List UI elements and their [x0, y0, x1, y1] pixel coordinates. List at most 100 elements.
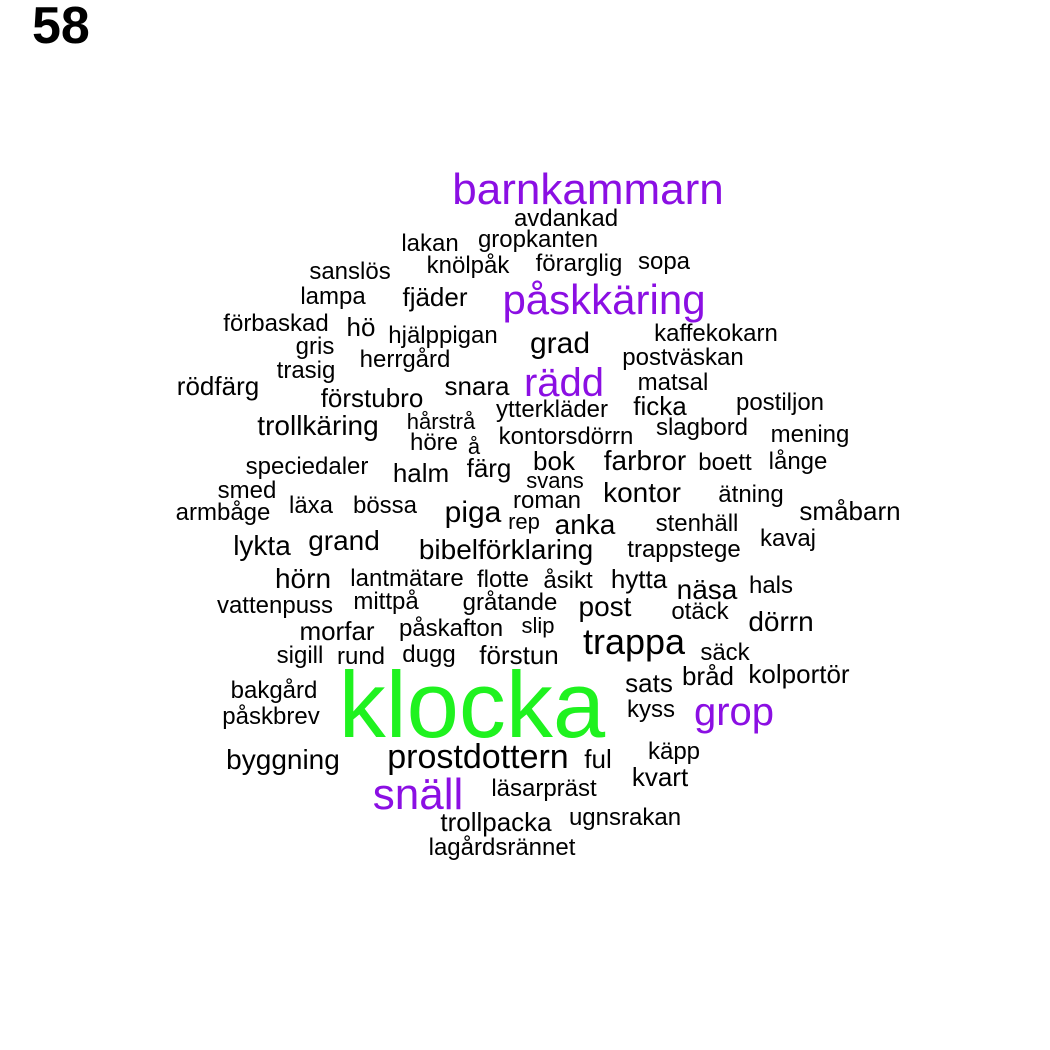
cloud-word: postiljon — [735, 389, 825, 416]
cloud-word: roman — [512, 487, 582, 514]
cloud-word: käpp — [647, 738, 701, 765]
cloud-word: kontor — [603, 477, 681, 508]
cloud-word: läsarpräst — [491, 775, 597, 802]
cloud-word: sanslös — [309, 258, 391, 285]
cloud-word: otäck — [671, 598, 729, 625]
cloud-word: ytterkläder — [495, 396, 609, 423]
cloud-word: påskkäring — [502, 276, 706, 323]
cloud-word: grad — [529, 327, 591, 360]
cloud-word: snäll — [372, 770, 464, 819]
cloud-word: morfar — [299, 616, 375, 646]
cloud-word: flotte — [476, 566, 530, 593]
cloud-word: kyss — [627, 696, 675, 723]
cloud-word: säck — [700, 639, 750, 666]
cloud-word: förstun — [479, 640, 559, 670]
cloud-word: prostdottern — [387, 738, 569, 776]
cloud-word: långe — [768, 448, 828, 475]
cloud-word: fjäder — [402, 282, 468, 312]
cloud-word: dugg — [402, 641, 456, 668]
cloud-word: gris — [295, 333, 335, 360]
cloud-word: småbarn — [799, 496, 901, 526]
cloud-word: kavaj — [759, 525, 817, 552]
cloud-word: ful — [584, 744, 612, 774]
cloud-word: grand — [308, 525, 380, 556]
cloud-word: slip — [521, 613, 555, 638]
cloud-word: mening — [770, 421, 850, 448]
cloud-word: bössa — [352, 492, 418, 519]
cloud-word: grop — [693, 690, 775, 734]
cloud-word: avdankad — [513, 205, 619, 232]
cloud-word: läxa — [288, 492, 334, 519]
cloud-word: farbror — [603, 445, 687, 476]
cloud-word: förstubro — [320, 383, 424, 413]
cloud-word: post — [578, 591, 632, 622]
cloud-word: gropkanten — [477, 226, 599, 253]
cloud-word: å — [467, 434, 481, 459]
cloud-word: lakan — [401, 230, 459, 257]
cloud-word: rädd — [523, 361, 605, 405]
cloud-word: kaffekokarn — [654, 320, 778, 347]
cloud-word: påskbrev — [222, 703, 320, 730]
cloud-word: förbaskad — [223, 310, 329, 337]
cloud-word: hörn — [274, 563, 332, 594]
cloud-word: klocka — [338, 652, 606, 757]
cloud-word: gråtande — [462, 589, 558, 616]
cloud-word: kontorsdörrn — [498, 423, 634, 450]
cloud-word: trollkäring — [257, 410, 379, 441]
cloud-word: hjälppigan — [388, 322, 498, 349]
cloud-word: ätning — [718, 481, 784, 508]
cloud-word: kvart — [631, 762, 689, 792]
cloud-word: sats — [625, 668, 673, 698]
cloud-word: trappa — [582, 621, 686, 662]
cloud-word: näsa — [676, 574, 738, 605]
cloud-word: hårstrå — [406, 409, 476, 434]
cloud-word: trappstege — [627, 536, 741, 563]
cloud-word: stenhäll — [655, 510, 739, 537]
cloud-word: lagårdsrännet — [428, 834, 576, 861]
cloud-word: påskafton — [398, 615, 504, 642]
cloud-word: bok — [533, 446, 575, 476]
cloud-word: slagbord — [655, 414, 749, 441]
cloud-word: lampa — [300, 283, 366, 310]
cloud-word: boett — [698, 449, 752, 476]
cloud-word: knölpåk — [426, 252, 510, 279]
page-number: 58 — [32, 0, 90, 55]
cloud-word: ugnsrakan — [568, 804, 682, 831]
cloud-word: bråd — [681, 661, 735, 691]
cloud-word: trollpacka — [440, 807, 552, 837]
cloud-word: snara — [444, 371, 510, 401]
cloud-word: bakgård — [230, 677, 318, 704]
cloud-word: speciedaler — [245, 453, 369, 480]
cloud-word: anka — [554, 509, 616, 540]
cloud-word: sopa — [637, 248, 691, 275]
cloud-word: herrgård — [359, 346, 451, 373]
cloud-word: åsikt — [543, 567, 593, 594]
cloud-word: färg — [466, 453, 512, 483]
cloud-word: bibelförklaring — [418, 534, 594, 565]
cloud-word: mittpå — [353, 588, 419, 615]
cloud-word: ficka — [633, 391, 687, 421]
cloud-word: höre — [409, 429, 459, 456]
cloud-word: byggning — [226, 744, 340, 775]
cloud-word: rund — [336, 643, 386, 670]
cloud-word: hö — [346, 312, 376, 342]
cloud-word: kolportör — [748, 659, 850, 689]
cloud-word: postväskan — [622, 344, 744, 371]
cloud-word: svans — [526, 468, 584, 493]
cloud-word: lykta — [233, 530, 291, 561]
cloud-word: rep — [508, 509, 540, 534]
cloud-word: hals — [748, 572, 794, 599]
cloud-word: smed — [217, 477, 277, 504]
cloud-word: matsal — [637, 369, 709, 396]
cloud-word: halm — [392, 458, 450, 488]
cloud-word: förarglig — [535, 250, 623, 277]
cloud-word: lantmätare — [350, 565, 464, 592]
cloud-word: armbåge — [175, 499, 271, 526]
cloud-word: piga — [444, 496, 502, 529]
cloud-word: hytta — [610, 564, 668, 594]
cloud-word: rödfärg — [176, 371, 260, 401]
cloud-word: barnkammarn — [452, 165, 724, 214]
cloud-word: sigill — [276, 642, 324, 669]
cloud-word: vattenpuss — [216, 592, 334, 619]
